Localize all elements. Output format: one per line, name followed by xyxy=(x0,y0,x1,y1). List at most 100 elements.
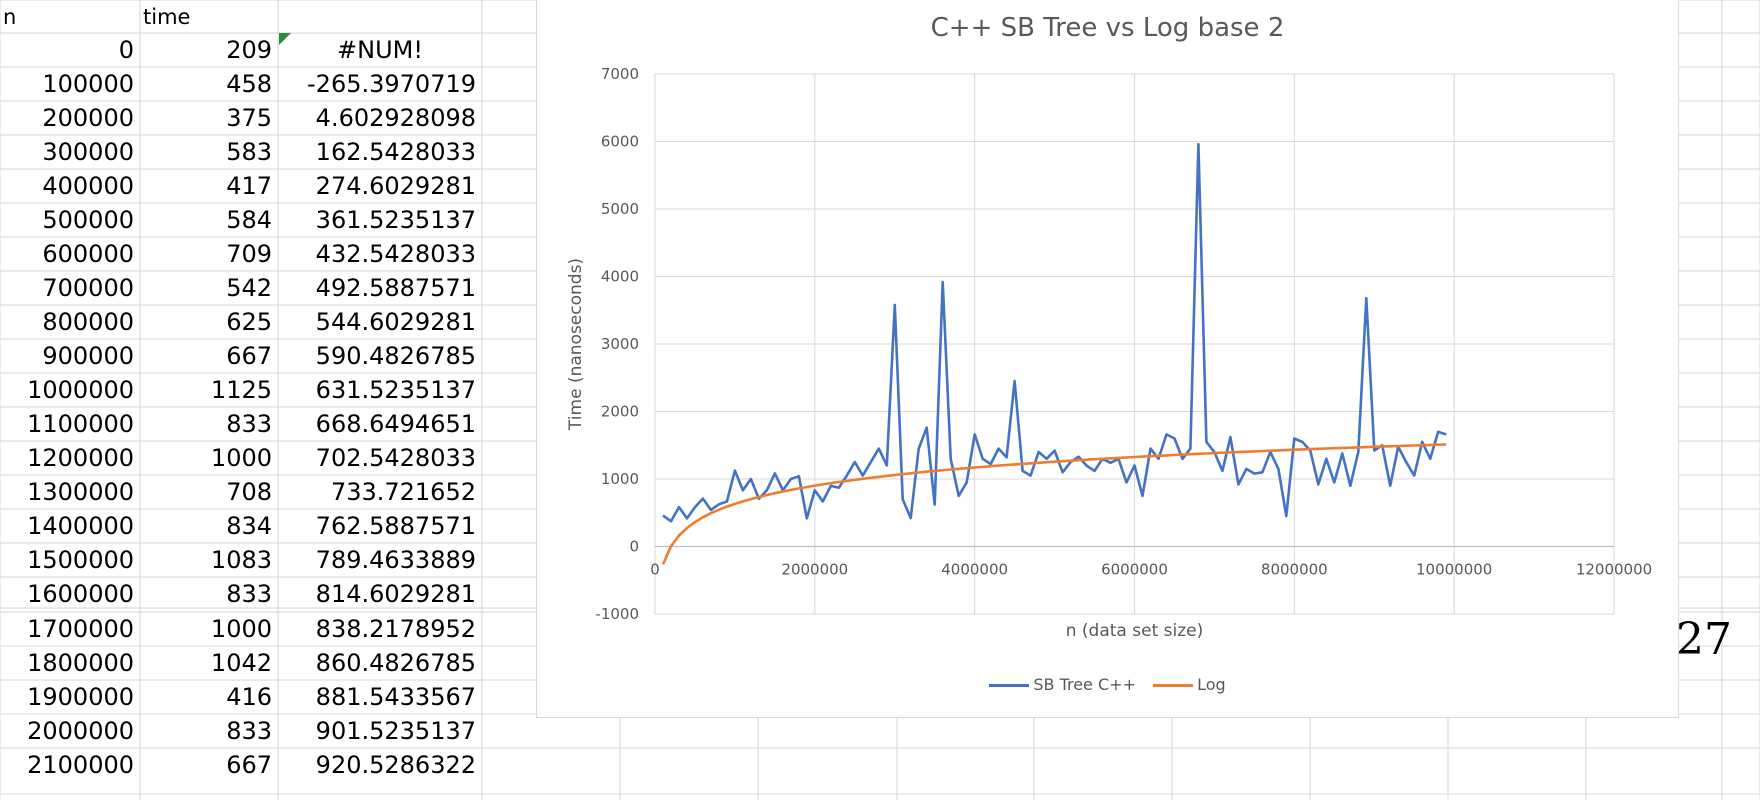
cell-n[interactable]: 700000 xyxy=(42,274,134,302)
chart-title: C++ SB Tree vs Log base 2 xyxy=(930,13,1285,43)
cell-log[interactable]: 492.5887571 xyxy=(315,274,476,302)
cell-log[interactable]: 702.5428033 xyxy=(315,444,476,472)
cell-n[interactable]: 1800000 xyxy=(27,649,134,677)
x-tick-label: 0 xyxy=(650,561,660,579)
cell-n[interactable]: 1500000 xyxy=(27,546,134,574)
legend-label-log: Log xyxy=(1197,675,1226,694)
x-tick-label: 4000000 xyxy=(941,561,1008,579)
cell-log[interactable]: -265.3970719 xyxy=(307,70,476,98)
cell-time[interactable]: 1042 xyxy=(210,649,272,677)
cell-n[interactable]: 800000 xyxy=(42,308,134,336)
cell-n[interactable]: 900000 xyxy=(42,342,134,370)
series-line-sb-tree xyxy=(662,142,1447,523)
header-cell-time[interactable]: time xyxy=(143,5,191,29)
cell-time[interactable]: 375 xyxy=(226,104,272,132)
partial-text-fragment: 27 xyxy=(1676,614,1732,665)
cell-time[interactable]: 709 xyxy=(226,240,272,268)
y-tick-label: 5000 xyxy=(601,200,639,218)
line-chart: -1000 0 1000 2000 3000 4000 5000 6000 7000 0 20000… xyxy=(566,65,1652,641)
header-cell-c[interactable] xyxy=(278,0,482,34)
cell-time[interactable]: 1000 xyxy=(210,615,272,643)
cell-log[interactable]: 860.4826785 xyxy=(315,649,476,677)
cell-n[interactable]: 1900000 xyxy=(27,683,134,711)
cell-n[interactable]: 1300000 xyxy=(27,478,134,506)
y-tick-label: 1000 xyxy=(601,470,639,488)
legend-swatch-sb-tree xyxy=(989,684,1030,687)
x-tick-label: 8000000 xyxy=(1261,561,1328,579)
cell-time[interactable]: 542 xyxy=(226,274,272,302)
cell-log[interactable]: 590.4826785 xyxy=(315,342,476,370)
cell-time[interactable]: 583 xyxy=(226,138,272,166)
cell-log[interactable]: 881.5433567 xyxy=(315,683,476,711)
cell-log[interactable]: 789.4633889 xyxy=(315,546,476,574)
cell-n[interactable]: 1200000 xyxy=(27,444,134,472)
cell-n[interactable]: 100000 xyxy=(42,70,134,98)
series-line-log xyxy=(661,443,1447,565)
cell-time[interactable]: 833 xyxy=(226,410,272,438)
cell-time[interactable]: 1000 xyxy=(210,444,272,472)
cell-log[interactable]: 920.5286322 xyxy=(315,751,476,779)
y-axis-title: Time (nanoseconds) xyxy=(566,258,586,431)
cell-log[interactable]: 4.602928098 xyxy=(315,104,476,132)
y-tick-label: 2000 xyxy=(601,403,639,421)
y-tick-label: -1000 xyxy=(595,605,639,623)
cell-log[interactable]: 901.5235137 xyxy=(315,717,476,745)
y-tick-label: 7000 xyxy=(601,65,639,83)
cell-time[interactable]: 458 xyxy=(226,70,272,98)
cell-time[interactable]: 625 xyxy=(226,308,272,336)
cell-n[interactable]: 500000 xyxy=(42,206,134,234)
cell-log[interactable]: 814.6029281 xyxy=(315,580,476,608)
cell-n[interactable]: 1000000 xyxy=(27,376,134,404)
cell-time[interactable]: 1083 xyxy=(210,546,272,574)
cell-log[interactable]: #NUM! xyxy=(337,36,423,64)
y-tick-label: 4000 xyxy=(601,268,639,286)
cell-n[interactable]: 600000 xyxy=(42,240,134,268)
cell-n[interactable]: 200000 xyxy=(42,104,134,132)
cell-time[interactable]: 1125 xyxy=(210,376,272,404)
cell-log[interactable]: 274.6029281 xyxy=(315,172,476,200)
cell-log[interactable]: 162.5428033 xyxy=(315,138,476,166)
x-tick-label: 6000000 xyxy=(1101,561,1168,579)
x-axis-title: n (data set size) xyxy=(1066,621,1204,641)
cell-time[interactable]: 417 xyxy=(226,172,272,200)
chart-container[interactable]: C++ SB Tree vs Log base 2 -1000 0 1000 2000… xyxy=(536,0,1679,718)
cell-log[interactable]: 838.2178952 xyxy=(315,615,476,643)
cell-time[interactable]: 708 xyxy=(226,478,272,506)
cell-n[interactable]: 1400000 xyxy=(27,512,134,540)
cell-time[interactable]: 667 xyxy=(226,751,272,779)
cell-time[interactable]: 833 xyxy=(226,580,272,608)
cell-n[interactable]: 1100000 xyxy=(27,410,134,438)
y-tick-label: 3000 xyxy=(601,335,639,353)
cell-time[interactable]: 416 xyxy=(226,683,272,711)
cell-n[interactable]: 2000000 xyxy=(27,717,134,745)
cell-n[interactable]: 1600000 xyxy=(27,580,134,608)
x-tick-label: 10000000 xyxy=(1416,561,1492,579)
cell-time[interactable]: 833 xyxy=(226,717,272,745)
x-tick-label: 2000000 xyxy=(781,561,848,579)
cell-n[interactable]: 0 xyxy=(118,36,134,64)
cell-n[interactable]: 1700000 xyxy=(27,615,134,643)
chart-legend: SB Tree C++ Log xyxy=(537,675,1678,694)
legend-item-log: Log xyxy=(1153,675,1226,694)
cell-n[interactable]: 2100000 xyxy=(27,751,134,779)
cell-log[interactable]: 432.5428033 xyxy=(315,240,476,268)
y-tick-label: 0 xyxy=(629,538,639,556)
cell-time[interactable]: 667 xyxy=(226,342,272,370)
x-tick-label: 12000000 xyxy=(1576,561,1652,579)
legend-swatch-log xyxy=(1153,684,1194,687)
cell-log[interactable]: 733.721652 xyxy=(330,478,476,506)
header-cell-n[interactable]: n xyxy=(3,5,17,29)
cell-time[interactable]: 584 xyxy=(226,206,272,234)
cell-n[interactable]: 300000 xyxy=(42,138,134,166)
cell-log[interactable]: 361.5235137 xyxy=(315,206,476,234)
cell-n[interactable]: 400000 xyxy=(42,172,134,200)
error-indicator-flag xyxy=(279,33,291,45)
legend-item-sb-tree: SB Tree C++ xyxy=(989,675,1136,694)
cell-log[interactable]: 762.5887571 xyxy=(315,512,476,540)
cell-time[interactable]: 209 xyxy=(226,36,272,64)
cell-log[interactable]: 668.6494651 xyxy=(315,410,476,438)
cell-log[interactable]: 631.5235137 xyxy=(315,376,476,404)
cell-time[interactable]: 834 xyxy=(226,512,272,540)
y-tick-label: 6000 xyxy=(601,133,639,151)
cell-log[interactable]: 544.6029281 xyxy=(315,308,476,336)
